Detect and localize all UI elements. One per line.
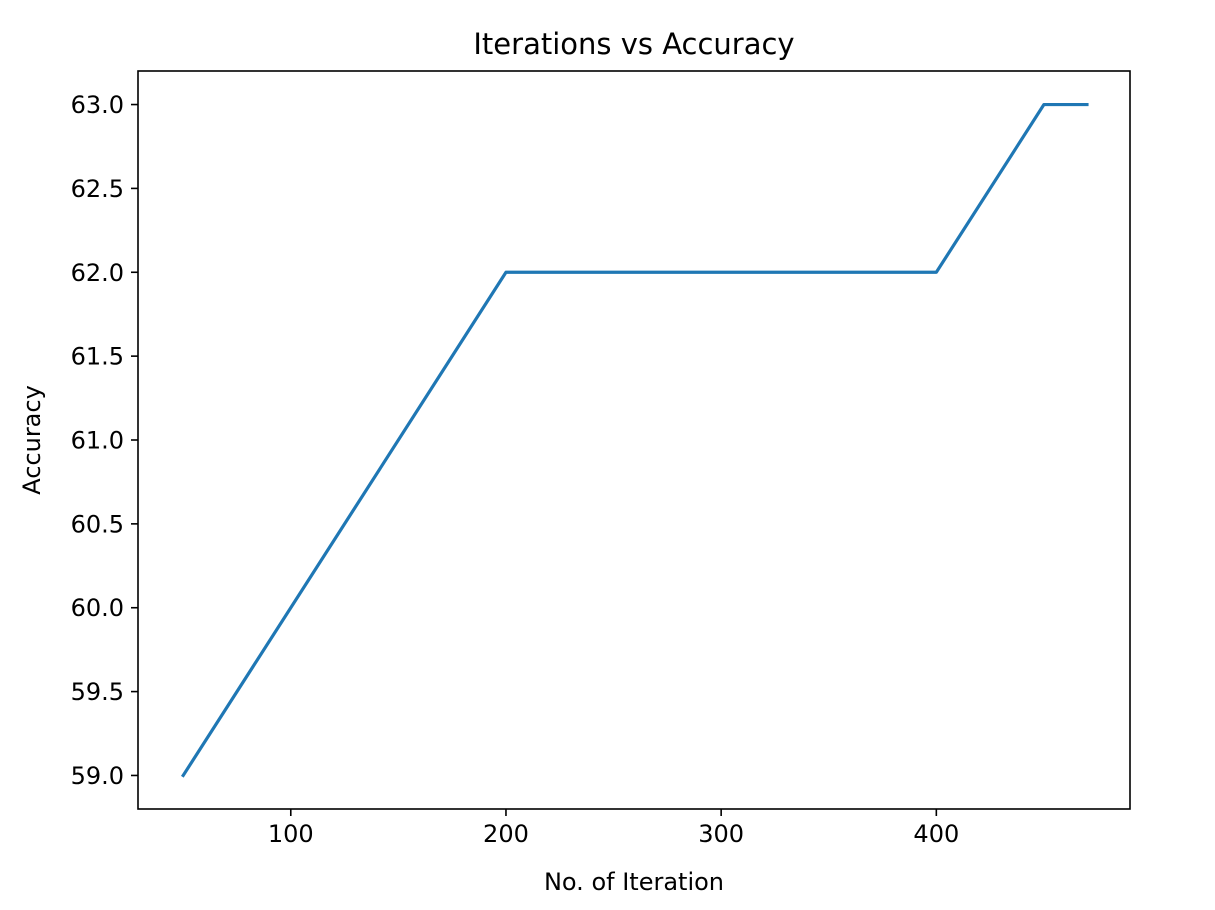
y-tick-label: 60.0 [71,594,124,622]
plot-frame [137,70,1131,810]
x-tick-label: 200 [483,820,529,848]
x-axis-title: No. of Iteration [544,868,724,896]
plot-content [180,102,1089,778]
y-tick-label: 61.0 [71,427,124,455]
y-tick-label: 60.5 [71,510,124,538]
y-tick-label: 61.5 [71,343,124,371]
y-axis-ticks: 59.0 59.5 60.0 60.5 61.0 61.5 62.0 62.5 63.0 [71,91,138,790]
x-tick-label: 300 [698,820,744,848]
x-axis-ticks: 100 200 300 400 [268,809,959,848]
y-tick-label: 62.0 [71,259,124,287]
y-tick-label: 62.5 [71,175,124,203]
y-tick-label: 63.0 [71,91,124,119]
chart-title: Iterations vs Accuracy [473,27,794,61]
series-line [180,102,1089,778]
x-tick-label: 400 [913,820,959,848]
y-tick-label: 59.0 [71,762,124,790]
y-tick-label: 59.5 [71,678,124,706]
x-tick-label: 100 [268,820,314,848]
y-axis-title: Accuracy [18,385,46,495]
